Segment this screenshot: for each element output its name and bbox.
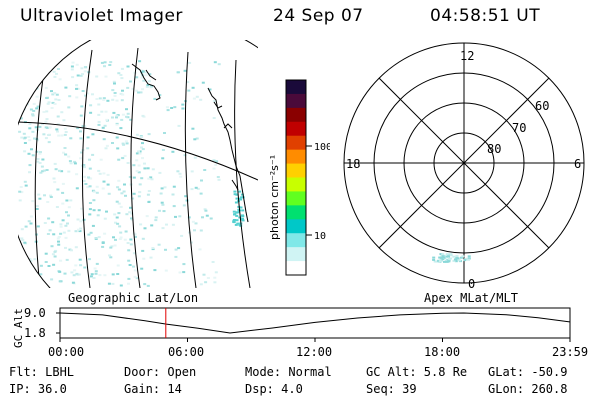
- x-tick-06: 06:00: [168, 345, 205, 359]
- polar-emission: [432, 253, 471, 263]
- colorbar-stripe: [286, 149, 306, 165]
- info-mode: Mode: Normal: [245, 365, 332, 379]
- colorbar: 100 10 photon cm⁻²s⁻¹: [268, 79, 330, 276]
- colorbar-stripe: [286, 261, 306, 276]
- plot-frame: [59, 307, 571, 339]
- date-label: 24 Sep 07: [273, 6, 364, 26]
- colorbar-stripe: [286, 93, 306, 109]
- info-ip: IP: 36.0: [9, 382, 67, 396]
- time-label: 04:58:51 UT: [430, 6, 541, 26]
- colorbar-stripe: [286, 177, 306, 192]
- lat-label-80: 80: [487, 142, 501, 156]
- lat-label-60: 60: [535, 99, 549, 113]
- info-gc-alt: GC Alt: 5.8 Re: [366, 365, 468, 379]
- colorbar-stripe: [286, 80, 306, 95]
- colorbar-stripe: [286, 163, 306, 178]
- info-filter: Flt: LBHL: [9, 365, 75, 379]
- instrument-title: Ultraviolet Imager: [20, 6, 183, 26]
- info-dsp: Dsp: 4.0: [245, 382, 303, 396]
- x-tick-18: 18:00: [424, 345, 461, 359]
- colorbar-stripe: [286, 107, 306, 123]
- colorbar-stripe: [286, 233, 306, 248]
- colorbar-tick-100: 100: [314, 142, 330, 153]
- colorbar-stripe: [286, 121, 306, 137]
- geographic-latlon-label: Geographic Lat/Lon: [68, 291, 198, 305]
- mlt-label-6: 6: [574, 157, 581, 171]
- header: Ultraviolet Imager 24 Sep 07 04:58:51 UT: [0, 0, 600, 36]
- x-tick-00: 00:00: [48, 345, 85, 359]
- colorbar-stripe: [286, 135, 306, 151]
- mlt-label-18: 18: [346, 157, 360, 171]
- colorbar-gradient: [286, 80, 306, 276]
- colorbar-tick-10: 10: [314, 231, 326, 242]
- x-tick-2359: 23:59: [552, 345, 589, 359]
- info-door: Door: Open: [124, 365, 197, 379]
- info-seq: Seq: 39: [366, 382, 417, 396]
- lat-label-70: 70: [512, 121, 526, 135]
- info-glon: GLon: 260.8: [488, 382, 568, 396]
- colorbar-stripe: [286, 247, 306, 262]
- colorbar-unit-label: photon cm⁻²s⁻¹: [268, 155, 281, 240]
- mlt-label-0: 0: [468, 277, 475, 290]
- y-tick-min: 1.8: [24, 326, 46, 340]
- info-glat: GLat: -50.9: [488, 365, 568, 379]
- altitude-curve: [59, 312, 570, 334]
- mlt-label-12: 12: [460, 49, 474, 63]
- altitude-plot: Geographic Lat/Lon Apex MLat/MLT GC Alt …: [12, 291, 571, 348]
- x-tick-12: 12:00: [296, 345, 333, 359]
- colorbar-stripe: [286, 219, 306, 234]
- y-axis-label: GC Alt: [12, 308, 25, 348]
- y-tick-max: 9.0: [24, 306, 46, 320]
- info-gain: Gain: 14: [124, 382, 182, 396]
- polar-plot: 12 18 6 0 60 70 80: [343, 42, 585, 290]
- geographic-map-image: [18, 40, 258, 288]
- colorbar-stripe: [286, 205, 306, 220]
- apex-mlat-mlt-label: Apex MLat/MLT: [424, 291, 518, 305]
- colorbar-stripe: [286, 191, 306, 206]
